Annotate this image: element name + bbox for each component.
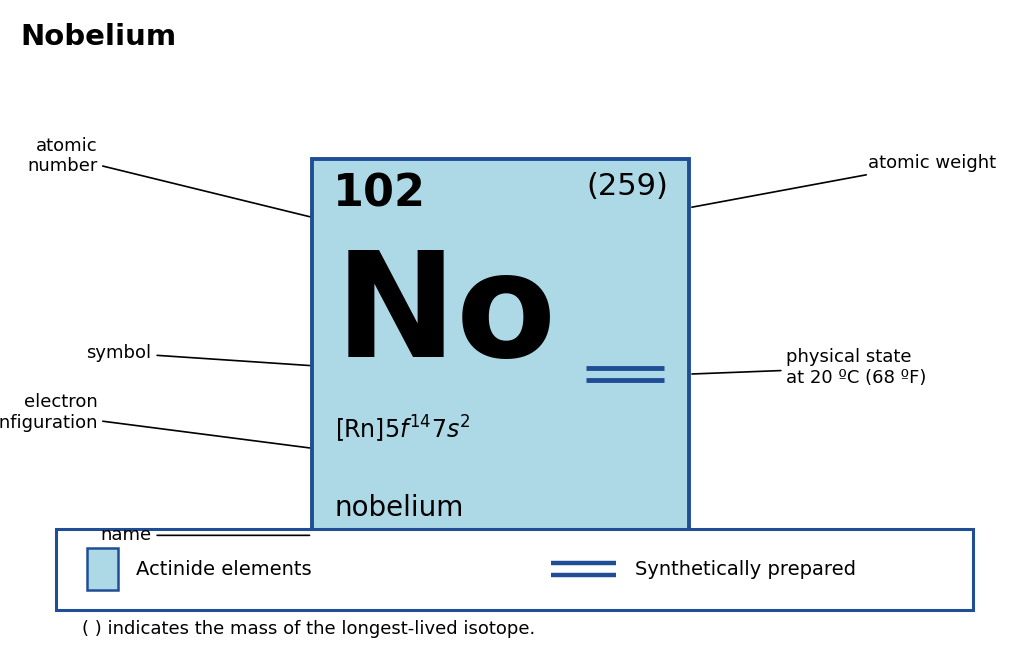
Text: physical state
at 20 ºC (68 ºF): physical state at 20 ºC (68 ºF) bbox=[692, 348, 927, 387]
Text: nobelium: nobelium bbox=[335, 495, 464, 522]
Text: (259): (259) bbox=[587, 172, 669, 201]
Text: electron
configuration: electron configuration bbox=[0, 393, 309, 448]
Bar bbox=[312, 159, 689, 571]
Bar bbox=[56, 529, 973, 610]
Text: Actinide elements: Actinide elements bbox=[136, 560, 312, 579]
Text: No: No bbox=[335, 246, 557, 388]
Text: name: name bbox=[100, 526, 309, 544]
Text: Synthetically prepared: Synthetically prepared bbox=[635, 560, 856, 579]
Text: atomic
number: atomic number bbox=[27, 137, 309, 217]
Bar bbox=[87, 548, 118, 590]
Text: [Rn]5$f^{14}$7$s^2$: [Rn]5$f^{14}$7$s^2$ bbox=[335, 414, 470, 445]
Text: 102: 102 bbox=[333, 172, 426, 215]
Text: symbol: symbol bbox=[86, 344, 309, 366]
Text: ( ) indicates the mass of the longest-lived isotope.: ( ) indicates the mass of the longest-li… bbox=[82, 620, 536, 639]
Text: Nobelium: Nobelium bbox=[20, 23, 176, 50]
Text: atomic weight: atomic weight bbox=[692, 154, 996, 207]
